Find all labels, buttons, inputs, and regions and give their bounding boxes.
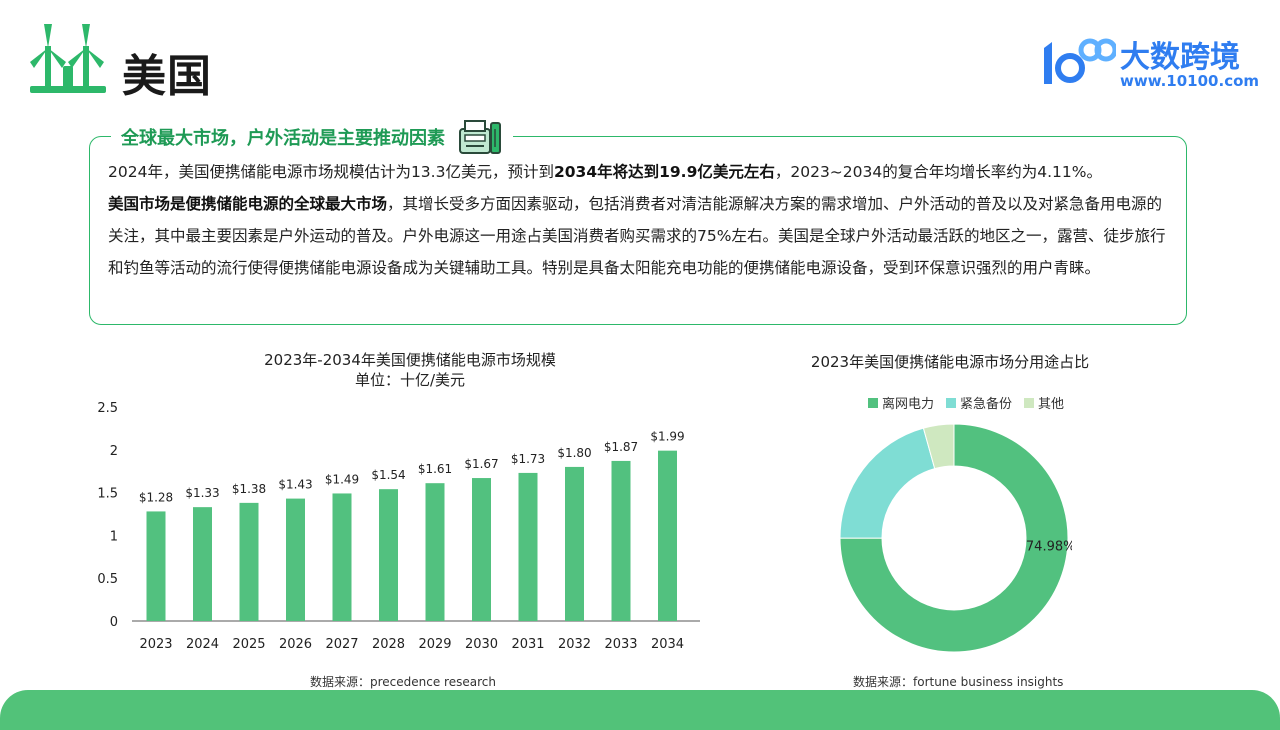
x-tick-label: 2028 [372,637,405,652]
x-tick-label: 2034 [651,637,684,652]
card-heading: 全球最大市场，户外活动是主要推动因素 [111,120,513,154]
windmill-logo-icon [30,24,106,93]
footer-bar [0,690,1280,730]
donut-data-label: 74.98% [1026,540,1072,555]
bar-2028 [379,489,398,621]
donut-chart: 74.98% [839,423,1072,653]
brand-name: 大数跨境 [1120,40,1240,75]
bar-2023 [146,511,166,621]
brand-logo[interactable]: 大数跨境 www.10100.com [1040,30,1259,100]
paragraph-1: 2024年，美国便携储能电源市场规模估计为13.3亿美元，预计到2034年将达到… [108,163,1102,181]
brand-mark-icon [1044,38,1116,84]
x-tick-label: 2029 [418,637,451,652]
bar-data-label: $1.33 [185,486,219,500]
card-heading-text: 全球最大市场，户外活动是主要推动因素 [121,128,445,149]
bar-data-label: $1.61 [418,462,452,476]
bar-chart-title: 2023年-2034年美国便携储能电源市场规模 单位：十亿/美元 [200,350,620,390]
y-tick-label: 2.5 [97,401,118,416]
donut-legend: 离网电力 紧急备份 其他 [868,393,1064,412]
bar-2024 [193,507,212,621]
bar-chart-unit: 单位：十亿/美元 [354,371,466,389]
page-title: 美国 [122,51,212,102]
y-tick-label: 1 [110,529,118,544]
legend-swatch [868,397,878,408]
bar-data-label: $1.49 [325,472,359,486]
y-tick-label: 0 [110,615,118,630]
x-tick-label: 2032 [558,637,591,652]
bar-data-label: $1.87 [604,440,638,454]
x-tick-label: 2027 [325,637,358,652]
donut-chart-source: 数据来源：fortune business insights [853,675,1064,689]
info-card [89,136,1187,325]
bar-2032 [565,466,584,621]
legend-swatch [946,397,957,408]
x-tick-label: 2033 [604,637,637,652]
bar-2026 [286,498,305,621]
x-tick-label: 2030 [465,637,498,652]
legend-item-offgrid: 离网电力 [868,393,934,412]
bar-data-label: $1.54 [371,468,405,482]
bar-data-label: $1.43 [278,478,312,492]
bar-data-label: $1.99 [650,430,684,444]
bar-2033 [611,460,631,621]
bar-data-label: $1.38 [232,482,266,496]
x-tick-label: 2024 [186,637,219,652]
cash-register-icon [459,120,501,154]
x-tick-label: 2023 [139,637,172,652]
bar-2027 [332,493,352,621]
bar-data-label: $1.80 [557,446,591,460]
bar-2025 [239,502,259,621]
bar-chart-title-text: 2023年-2034年美国便携储能电源市场规模 [264,351,556,369]
bar-data-label: $1.28 [139,490,173,504]
bar-data-label: $1.73 [511,452,545,466]
paragraph-2: 美国市场是便携储能电源的全球最大市场，其增长受多方面因素驱动，包括消费者对清洁能… [108,195,1166,277]
brand-url[interactable]: www.10100.com [1120,72,1260,90]
bar-2030 [472,478,491,621]
donut-slice-1 [839,427,936,539]
legend-item-backup: 紧急备份 [946,393,1012,412]
bar-data-label: $1.67 [464,457,498,471]
bar-2029 [425,483,445,621]
donut-slice-2 [922,423,955,470]
legend-item-other: 其他 [1024,393,1064,412]
donut-slice-0 [839,423,1069,653]
x-tick-label: 2025 [232,637,265,652]
legend-swatch [1024,397,1035,408]
bar-chart: 0 0.5 1 1.5 2 2.5 $1.28 2023 $1.33 2024 $1.38 2025 $… [97,401,700,652]
y-tick-label: 0.5 [97,572,118,587]
x-tick-label: 2031 [511,637,544,652]
card-body: 2024年，美国便携储能电源市场规模估计为13.3亿美元，预计到2034年将达到… [108,156,1174,284]
bar-2034 [658,450,677,621]
y-tick-label: 1.5 [97,487,118,502]
x-tick-label: 2026 [279,637,312,652]
bar-2031 [518,472,538,621]
donut-chart-title: 2023年美国便携储能电源市场分用途占比 [810,353,1090,371]
bar-chart-source: 数据来源：precedence research [310,675,496,689]
y-tick-label: 2 [110,444,118,459]
